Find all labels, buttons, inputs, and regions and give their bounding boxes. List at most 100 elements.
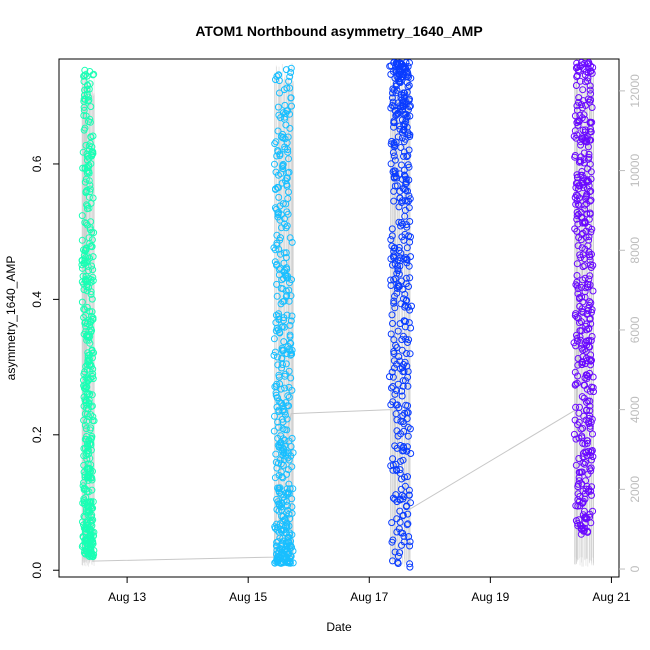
data-point	[284, 392, 292, 400]
data-point	[284, 502, 291, 510]
data-point	[280, 86, 288, 94]
data-point	[573, 72, 581, 79]
data-point	[401, 98, 409, 106]
x-tick-label: Aug 19	[471, 590, 509, 604]
data-point	[390, 119, 398, 126]
data-point	[588, 225, 596, 233]
data-point	[390, 350, 398, 357]
data-point	[279, 402, 287, 410]
data-point	[575, 234, 583, 241]
data-point	[578, 307, 586, 315]
data-point	[583, 320, 590, 328]
data-point	[80, 78, 88, 85]
plot-frame	[58, 58, 620, 578]
data-point	[578, 393, 586, 401]
data-point	[80, 402, 88, 410]
data-point	[405, 262, 413, 270]
data-point	[281, 271, 289, 279]
data-point	[587, 228, 595, 236]
data-point	[278, 499, 286, 507]
data-point	[587, 196, 595, 204]
data-point	[398, 346, 406, 354]
data-point	[586, 210, 594, 218]
data-point	[85, 204, 93, 212]
data-point	[578, 133, 586, 141]
data-point	[83, 287, 91, 295]
data-point	[88, 347, 96, 355]
data-point	[279, 435, 287, 443]
data-point	[86, 118, 94, 126]
data-point	[389, 373, 397, 381]
data-point	[286, 124, 294, 132]
data-point	[394, 62, 402, 70]
data-point	[388, 384, 395, 392]
data-point	[89, 253, 97, 261]
data-point	[275, 556, 283, 564]
data-point	[575, 117, 583, 125]
data-point	[581, 288, 589, 296]
x-axis-label: Date	[326, 620, 352, 634]
data-point	[88, 152, 96, 160]
data-point	[396, 79, 404, 86]
data-point	[285, 168, 293, 176]
data-point	[399, 511, 407, 519]
data-point	[78, 298, 86, 306]
data-point	[273, 394, 281, 402]
data-point	[388, 225, 396, 233]
data-point	[80, 314, 88, 321]
data-point	[587, 62, 595, 70]
data-point	[396, 102, 404, 110]
data-point	[285, 155, 292, 163]
data-point	[391, 260, 399, 268]
data-point	[578, 168, 586, 175]
data-point	[396, 257, 404, 265]
data-point	[391, 182, 399, 190]
data-point	[276, 236, 284, 244]
data-point	[585, 418, 592, 426]
data-point	[586, 369, 594, 377]
data-point	[572, 461, 580, 469]
data-point	[389, 557, 396, 565]
data-point	[394, 432, 402, 440]
data-point	[582, 407, 590, 414]
data-point	[275, 77, 283, 85]
data-point	[388, 519, 396, 527]
data-point	[83, 90, 91, 98]
data-point	[286, 73, 294, 81]
data-point	[584, 143, 592, 151]
data-point	[83, 187, 91, 194]
data-point	[78, 236, 86, 244]
data-point	[573, 208, 581, 216]
data-point	[585, 215, 593, 223]
data-point	[401, 482, 409, 490]
data-point	[83, 221, 91, 229]
data-point	[403, 447, 411, 455]
data-point	[395, 404, 403, 412]
data-point	[86, 80, 94, 88]
data-point	[581, 126, 589, 134]
data-point	[277, 468, 285, 476]
data-point	[581, 255, 588, 263]
data-point	[281, 370, 289, 378]
data-point	[288, 312, 296, 320]
data-point	[405, 82, 413, 89]
data-point	[283, 519, 291, 527]
data-point	[388, 94, 396, 102]
data-point	[572, 82, 580, 89]
data-point	[402, 318, 409, 325]
data-point	[78, 261, 86, 269]
data-point	[285, 77, 293, 85]
data-point	[273, 520, 281, 528]
data-point	[586, 118, 594, 126]
data-point	[576, 63, 584, 71]
data-point	[390, 167, 398, 175]
y-axis-label: asymmetry_1640_AMP	[4, 256, 18, 381]
data-point	[575, 409, 583, 417]
data-point	[588, 333, 596, 340]
data-point	[271, 246, 279, 254]
data-point	[88, 295, 96, 303]
data-point	[89, 516, 97, 524]
data-point	[577, 336, 585, 344]
data-point	[278, 539, 286, 547]
data-point	[280, 249, 288, 257]
